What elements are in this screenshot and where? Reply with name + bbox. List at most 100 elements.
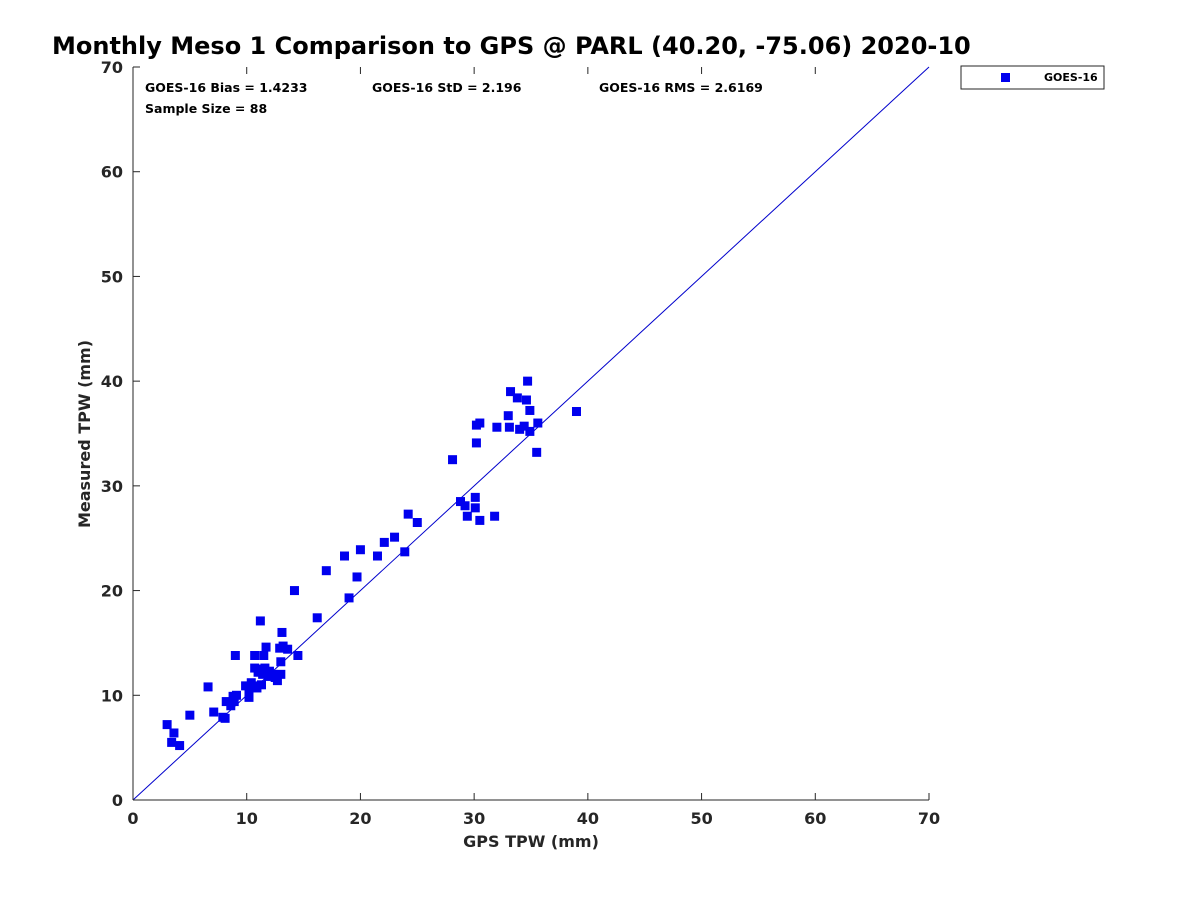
data-point [470, 503, 480, 513]
legend: GOES-16 [960, 65, 1105, 90]
stat-std: GOES-16 StD = 2.196 [372, 80, 522, 95]
data-point [167, 737, 177, 747]
x-tick-label: 20 [349, 809, 371, 828]
data-point [255, 616, 265, 626]
data-point [470, 492, 480, 502]
data-point [258, 669, 268, 679]
x-tick-label: 0 [127, 809, 138, 828]
data-point [321, 566, 331, 576]
y-axis-label: Measured TPW (mm) [75, 340, 94, 528]
data-point [293, 650, 303, 660]
data-point [532, 447, 542, 457]
data-point [525, 426, 535, 436]
data-point [344, 593, 354, 603]
y-axis-ticks: 0 10 20 30 40 50 60 70 [101, 58, 140, 810]
data-point [263, 671, 273, 681]
data-point [283, 644, 293, 654]
x-tick-label: 60 [804, 809, 826, 828]
data-point [492, 422, 502, 432]
data-point [278, 641, 288, 651]
data-point [504, 422, 514, 432]
data-point [244, 684, 254, 694]
data-point [475, 418, 485, 428]
legend-marker-goes16 [1001, 73, 1010, 82]
data-point [175, 741, 185, 751]
x-tick-label: 70 [918, 809, 940, 828]
data-point [512, 393, 522, 403]
stat-sample-size: Sample Size = 88 [145, 101, 267, 116]
data-point [400, 547, 410, 557]
y-tick-label: 0 [112, 791, 123, 810]
data-point [355, 545, 365, 555]
y-tick-label: 60 [101, 163, 123, 182]
data-point [289, 586, 299, 596]
data-point [276, 657, 286, 667]
y-tick-label: 30 [101, 477, 123, 496]
data-point [379, 537, 389, 547]
y-tick-label: 50 [101, 267, 123, 286]
data-point [390, 532, 400, 542]
stat-bias: GOES-16 Bias = 1.4233 [145, 80, 307, 95]
data-point [412, 518, 422, 528]
data-point [250, 650, 260, 660]
data-point [244, 692, 254, 702]
data-point [261, 642, 271, 652]
data-point [162, 720, 172, 730]
data-point [519, 421, 529, 431]
data-point [471, 438, 481, 448]
data-point [220, 713, 230, 723]
data-point [340, 551, 350, 561]
x-tick-label: 30 [463, 809, 485, 828]
data-point [403, 509, 413, 519]
data-point [169, 728, 179, 738]
legend-label-goes16: GOES-16 [1044, 71, 1098, 84]
legend-box [960, 65, 1105, 90]
data-point [252, 683, 262, 693]
stat-rms: GOES-16 RMS = 2.6169 [599, 80, 763, 95]
data-point [276, 669, 286, 679]
y-tick-label: 10 [101, 686, 123, 705]
data-points [162, 376, 581, 751]
plot-area: 0 10 20 30 40 50 60 70 0 10 20 30 40 50 60 70 [101, 58, 940, 828]
data-point [490, 511, 500, 521]
x-tick-label: 50 [690, 809, 712, 828]
data-point [277, 627, 287, 637]
x-tick-label: 40 [577, 809, 599, 828]
data-point [475, 515, 485, 525]
data-point [256, 680, 266, 690]
data-point [525, 405, 535, 415]
data-point [448, 455, 458, 465]
data-point [231, 690, 241, 700]
data-point [312, 613, 322, 623]
data-point [230, 650, 240, 660]
data-point [462, 511, 472, 521]
x-tick-label: 10 [236, 809, 258, 828]
data-point [259, 650, 269, 660]
data-point [229, 697, 239, 707]
data-point [515, 424, 525, 434]
y-tick-label: 40 [101, 372, 123, 391]
data-point [503, 411, 513, 421]
data-point [272, 676, 282, 686]
y-tick-label: 20 [101, 582, 123, 601]
data-point [372, 551, 382, 561]
data-point [203, 682, 213, 692]
data-point [533, 418, 543, 428]
data-point [209, 707, 219, 717]
data-point [460, 501, 470, 511]
y-tick-label: 70 [101, 58, 123, 77]
data-point [185, 710, 195, 720]
x-axis-ticks: 0 10 20 30 40 50 60 70 [127, 67, 940, 828]
data-point [523, 376, 533, 386]
data-point [254, 664, 264, 674]
data-point [571, 407, 581, 417]
x-axis-label: GPS TPW (mm) [463, 832, 599, 851]
data-point [506, 387, 516, 397]
data-point [352, 572, 362, 582]
data-point [221, 697, 231, 707]
data-point [521, 395, 531, 405]
data-point [455, 497, 465, 507]
chart-title: Monthly Meso 1 Comparison to GPS @ PARL … [52, 32, 971, 60]
stats-annotations: GOES-16 Bias = 1.4233 GOES-16 StD = 2.19… [145, 80, 763, 116]
